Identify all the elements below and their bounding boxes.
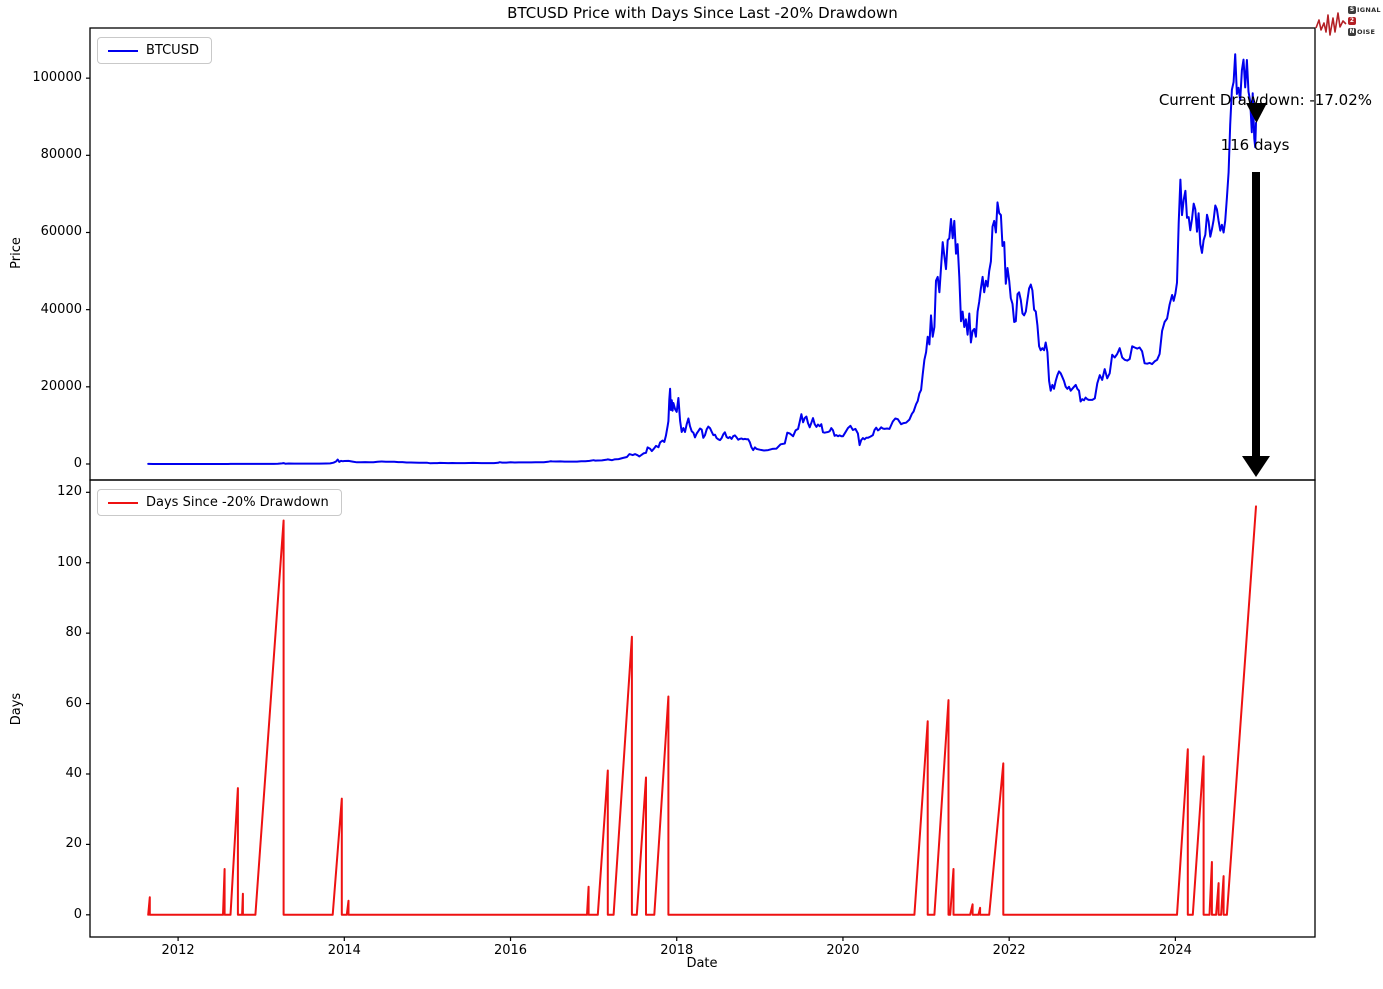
axes-frame-1 [89, 479, 1316, 938]
y-tick-label: 100 [57, 554, 82, 570]
x-tick-label: 2024 [1158, 943, 1192, 958]
days-line [147, 505, 1257, 916]
x-tick-label: 2012 [161, 943, 195, 958]
x-tick-label: 2022 [992, 943, 1026, 958]
logo-row-two: 2 [1348, 16, 1381, 26]
current-drawdown-annotation: Current Drawdown: -17.02% [1158, 91, 1372, 109]
y-tick-label: 20000 [40, 378, 82, 394]
days-legend-line-sample [108, 501, 138, 504]
logo-signal-text: IGNAL [1357, 6, 1381, 14]
chart-title: BTCUSD Price with Days Since Last -20% D… [507, 4, 898, 22]
y-tick-label: 60000 [40, 224, 82, 240]
x-tick-label: 2016 [493, 943, 528, 958]
logo-2-box: 2 [1348, 17, 1356, 25]
y-tick-label: 20 [65, 836, 82, 852]
x-tick-label: 2014 [327, 943, 361, 958]
btcusd-line [147, 53, 1257, 465]
btcusd-legend-line-sample [108, 49, 138, 52]
days-legend-label: Days Since -20% Drawdown [146, 495, 329, 510]
signal2noise-logo: S IGNAL 2 N OISE [1315, 2, 1381, 44]
x-tick-label: 2018 [660, 943, 694, 958]
y-tick-label: 40000 [40, 301, 82, 317]
logo-s-box: S [1348, 6, 1356, 14]
y-tick-label: 0 [73, 455, 82, 471]
days-annotation: 116 days [1220, 136, 1290, 154]
axes-frame-0 [89, 27, 1316, 481]
btcusd-legend-label: BTCUSD [146, 43, 199, 58]
top-legend: BTCUSD [97, 37, 212, 64]
y-tick-label: 120 [57, 484, 82, 500]
bottom-legend: Days Since -20% Drawdown [97, 489, 342, 516]
drawdown-arrow-head [1242, 456, 1270, 477]
logo-row-signal: S IGNAL [1348, 5, 1381, 15]
y-tick-label: 80 [65, 625, 82, 641]
y-tick-label: 80000 [40, 147, 82, 163]
y-tick-label: 0 [73, 906, 82, 922]
logo-noise-text: OISE [1357, 28, 1376, 36]
waveform-icon [1315, 12, 1347, 36]
logo-row-noise: N OISE [1348, 27, 1381, 37]
logo-n-box: N [1348, 28, 1356, 36]
annotation-arrowhead [1246, 103, 1267, 123]
y-tick-label: 40 [65, 765, 82, 781]
date-axis-label: Date [686, 956, 718, 971]
y-tick-label: 100000 [32, 70, 82, 86]
x-tick-label: 2020 [826, 943, 860, 958]
y-tick-label: 60 [65, 695, 82, 711]
